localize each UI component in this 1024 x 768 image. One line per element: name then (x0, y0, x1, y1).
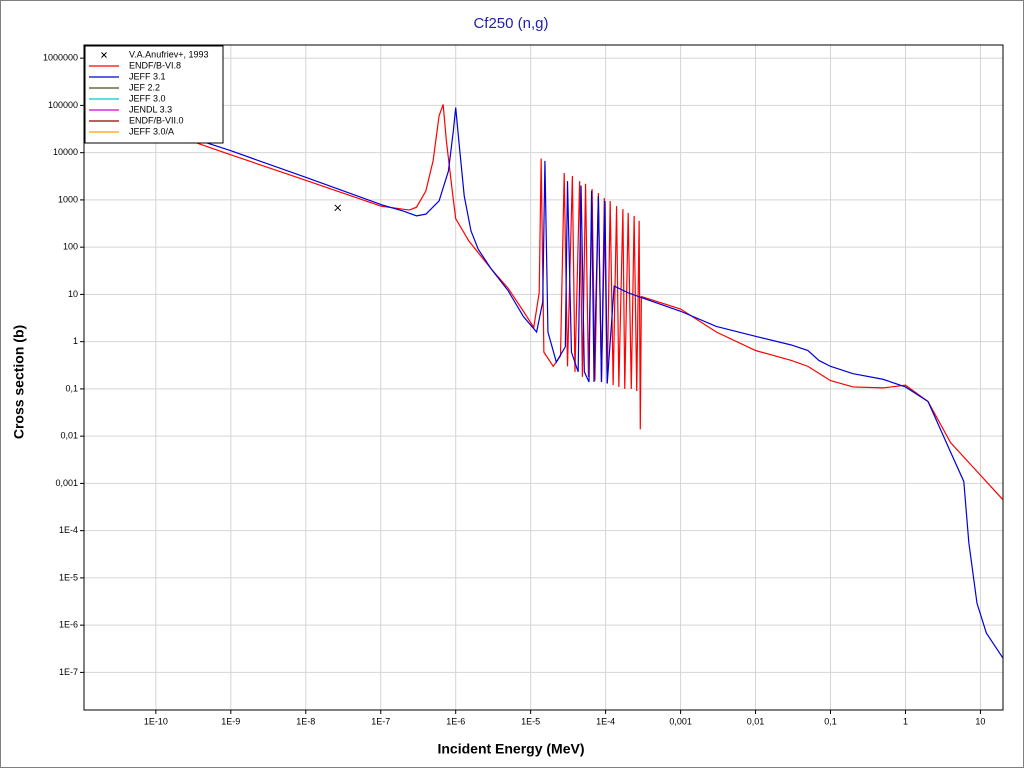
y-tick-label: 100000 (48, 100, 78, 110)
x-tick-label: 1E-8 (296, 716, 315, 726)
legend-label: ENDF/B-VII.0 (129, 115, 184, 125)
x-tick-label: 10 (975, 716, 985, 726)
y-tick-label: 0,01 (60, 431, 78, 441)
x-tick-label: 1E-9 (221, 716, 240, 726)
data-point (334, 204, 342, 212)
legend-marker (101, 52, 107, 58)
x-tick-label: 0,01 (747, 716, 765, 726)
x-tick-label: 0,001 (669, 716, 692, 726)
legend-label: ENDF/B-VI.8 (129, 60, 181, 70)
x-tick-label: 0,1 (824, 716, 837, 726)
y-tick-label: 100 (63, 242, 78, 252)
legend-label: JEF 2.2 (129, 82, 160, 92)
x-tick-label: 1E-5 (521, 716, 540, 726)
x-tick-label: 1 (903, 716, 908, 726)
plot-layer (84, 101, 1003, 659)
y-tick-label: 1E-5 (59, 572, 78, 582)
y-tick-label: 10000 (53, 147, 78, 157)
x-axis-label: Incident Energy (MeV) (437, 741, 584, 757)
y-tick-label: 1000000 (43, 53, 78, 63)
x-tick-label: 1E-4 (596, 716, 615, 726)
x-tick-label: 1E-7 (371, 716, 390, 726)
y-tick-label: 1E-6 (59, 620, 78, 630)
y-tick-label: 0,001 (55, 478, 78, 488)
y-tick-label: 1000 (58, 194, 78, 204)
series-line (84, 101, 1003, 659)
legend-box (84, 45, 224, 144)
y-tick-label: 10 (68, 289, 78, 299)
y-tick-label: 1E-7 (59, 667, 78, 677)
legend-label: JEFF 3.1 (129, 71, 166, 81)
legend-label: JEFF 3.0/A (129, 126, 174, 136)
x-tick-label: 1E-10 (144, 716, 168, 726)
x-tick-label: 1E-6 (446, 716, 465, 726)
legend-label: V.A.Anufriev+, 1993 (129, 49, 208, 59)
plot-area (83, 44, 1004, 711)
y-tick-label: 1E-4 (59, 525, 78, 535)
legend-label: JENDL 3.3 (129, 104, 172, 114)
legend-label: JEFF 3.0 (129, 93, 166, 103)
y-tick-label: 0,1 (65, 383, 78, 393)
y-tick-label: 1 (73, 336, 78, 346)
y-axis-label: Cross section (b) (11, 325, 27, 439)
chart-title: Cf250 (n,g) (473, 15, 548, 32)
